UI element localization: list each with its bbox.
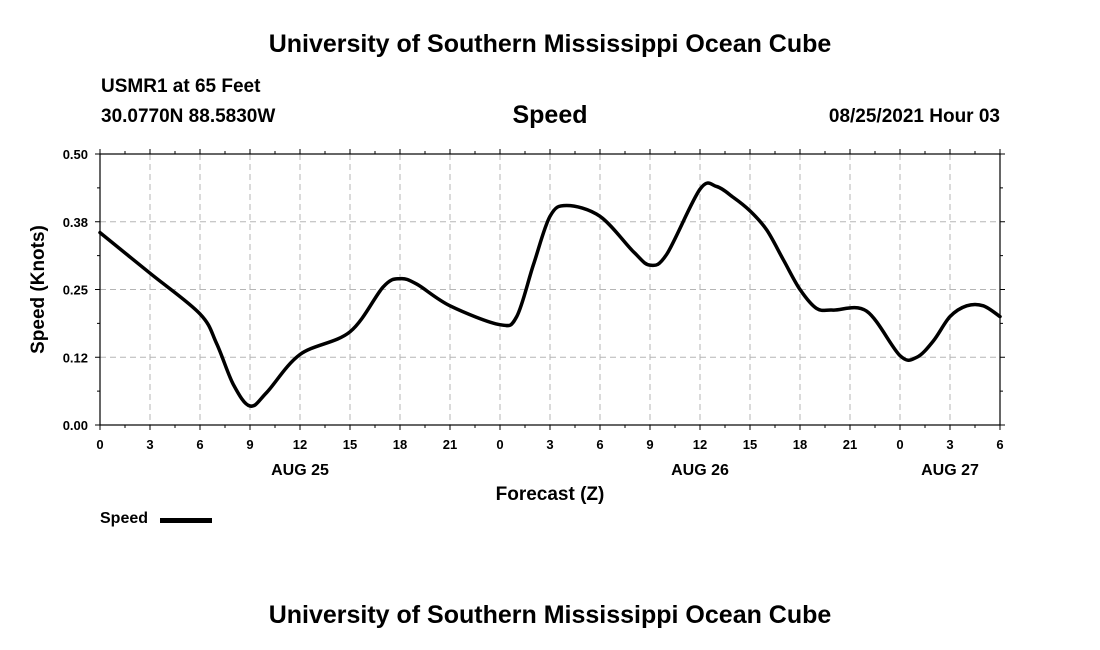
x-tick-label: 3 xyxy=(546,437,553,452)
legend-label: Speed xyxy=(100,510,149,527)
date-label: AUG 26 xyxy=(671,462,729,479)
y-tick-label: 0.12 xyxy=(63,350,88,365)
x-tick-label: 9 xyxy=(646,437,653,452)
bottom-title: University of Southern Mississippi Ocean… xyxy=(268,601,832,629)
x-tick-label: 15 xyxy=(343,437,357,452)
x-tick-label: 18 xyxy=(793,437,807,452)
x-tick-label: 9 xyxy=(246,437,253,452)
coordinates-label: 30.0770N 88.5830W xyxy=(101,106,276,127)
datetime-label: 08/25/2021 Hour 03 xyxy=(828,106,1000,127)
x-tick-label: 3 xyxy=(946,437,953,452)
y-axis-label: Speed (Knots) xyxy=(28,225,49,354)
x-tick-label: 12 xyxy=(693,437,707,452)
y-tick-label: 0.00 xyxy=(63,418,88,433)
top-title: University of Southern Mississippi Ocean… xyxy=(268,30,832,58)
y-tick-label: 0.50 xyxy=(63,147,88,162)
x-tick-label: 0 xyxy=(496,437,503,452)
x-tick-label: 6 xyxy=(196,437,203,452)
x-tick-label: 12 xyxy=(293,437,307,452)
x-tick-label: 6 xyxy=(596,437,603,452)
y-tick-label: 0.25 xyxy=(63,283,88,298)
x-tick-label: 21 xyxy=(443,437,457,452)
date-label: AUG 25 xyxy=(271,462,329,479)
station-label: USMR1 at 65 Feet xyxy=(101,76,261,97)
x-tick-label: 0 xyxy=(896,437,903,452)
series-line-speed xyxy=(98,181,1002,408)
x-axis-label: Forecast (Z) xyxy=(496,484,605,505)
y-tick-label: 0.38 xyxy=(63,215,88,230)
x-tick-label: 0 xyxy=(96,437,103,452)
x-tick-label: 18 xyxy=(393,437,407,452)
x-tick-label: 6 xyxy=(996,437,1003,452)
plot-frame xyxy=(99,153,1001,426)
legend-swatch xyxy=(160,518,212,523)
date-label: AUG 27 xyxy=(921,462,979,479)
x-tick-label: 21 xyxy=(843,437,857,452)
x-tick-label: 15 xyxy=(743,437,757,452)
x-tick-label: 3 xyxy=(146,437,153,452)
chart-title: Speed xyxy=(512,101,588,129)
